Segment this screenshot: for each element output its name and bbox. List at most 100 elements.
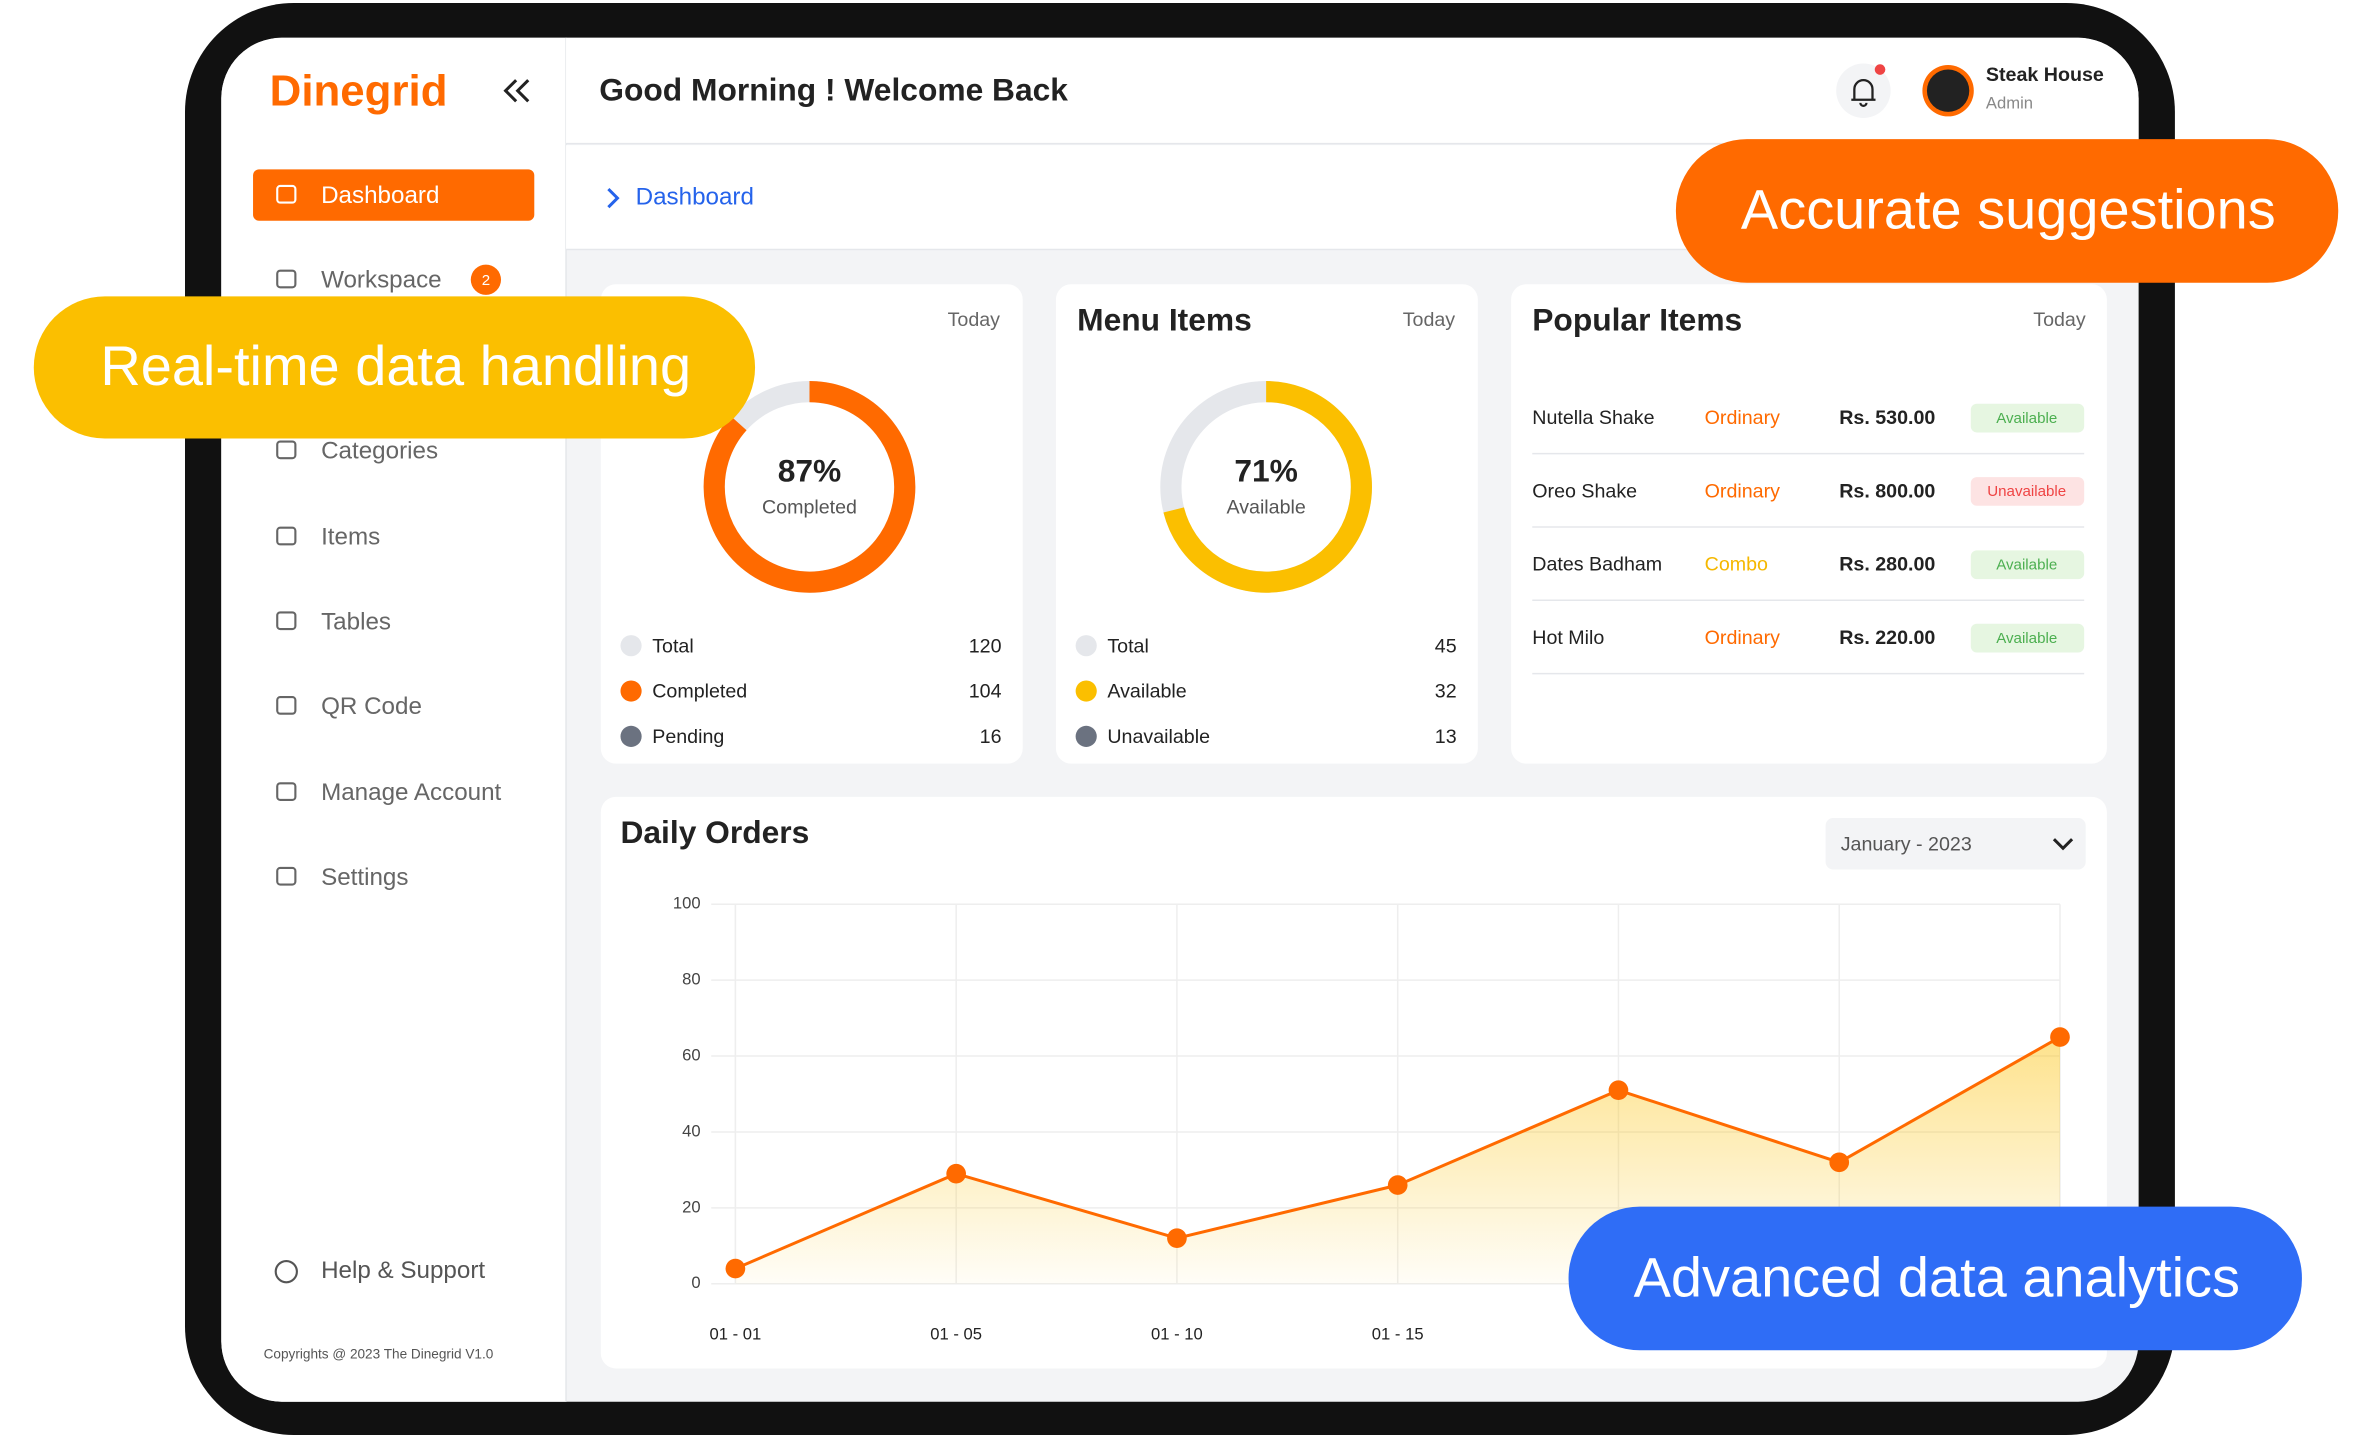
item-status: Available [1996, 410, 2057, 427]
callouts: Real-time data handling Accurate suggesti… [33, 139, 2339, 1351]
period-label: January - 2023 [1841, 833, 1972, 855]
y-tick-label: 20 [682, 1197, 701, 1216]
item-name: Dates Badham [1532, 554, 1662, 576]
card [1055, 284, 1478, 764]
point [725, 1258, 746, 1279]
card-title: Menu Items [1077, 301, 1252, 337]
donut-center-caption: Available [1226, 496, 1305, 518]
y-tick-label: 100 [673, 894, 701, 913]
item-type: Ordinary [1705, 407, 1780, 429]
legend-value: 45 [1435, 635, 1457, 657]
brand-logo: Dinegrid [270, 66, 448, 115]
donut-arc [1163, 381, 1372, 593]
menu-item[interactable]: QR Code [321, 693, 422, 720]
avatar [1926, 69, 1970, 112]
legend-dot [620, 635, 642, 657]
user-role: Admin [1986, 94, 2033, 113]
point [946, 1163, 966, 1184]
menu-active-bg [253, 169, 535, 221]
legend-value: 32 [1435, 681, 1457, 703]
item-type: Ordinary [1705, 627, 1780, 649]
breadcrumb-chevron [607, 187, 620, 209]
item-status: Available [1996, 630, 2057, 647]
y-tick-label: 40 [682, 1121, 701, 1140]
y-tick-label: 80 [682, 970, 701, 989]
card-period: Today [1403, 309, 1456, 331]
legend-label: Total [652, 635, 694, 657]
legend-label: Completed [652, 681, 747, 703]
item-name: Nutella Shake [1532, 407, 1654, 429]
breadcrumb[interactable]: Dashboard [636, 183, 754, 210]
y-tick-label: 0 [691, 1273, 700, 1292]
legend-label: Total [1107, 635, 1149, 657]
item-price: Rs. 800.00 [1839, 480, 1935, 502]
collapse-icon[interactable] [503, 79, 530, 103]
point [1167, 1228, 1187, 1249]
legend-dot [1075, 725, 1097, 747]
top-bar [566, 37, 2139, 144]
status-pill [1970, 623, 2085, 653]
item-status: Unavailable [1987, 483, 2066, 500]
greeting: Good Morning ! Welcome Back [599, 72, 1068, 108]
status-pill [1970, 403, 2085, 433]
menu-item[interactable]: Manage Account [321, 779, 501, 806]
donut-arc [703, 381, 916, 593]
card-title: Popular Items [1532, 301, 1742, 337]
card [1511, 284, 2107, 764]
menu-icon [276, 866, 297, 886]
donut-center-caption: Completed [762, 496, 857, 518]
help-link[interactable]: Help & Support [321, 1257, 485, 1284]
x-tick-label: 01 - 10 [1151, 1325, 1203, 1344]
dropdown-chevron [2052, 838, 2074, 851]
menu-icon [276, 184, 297, 204]
menu-item[interactable]: Categories [321, 438, 438, 465]
menu-icon [276, 440, 297, 460]
notification-dot [1874, 64, 1886, 75]
card-title: Daily Orders [620, 814, 809, 850]
menu-icon [276, 611, 297, 631]
help-icon [274, 1260, 298, 1284]
legend-value: 104 [969, 681, 1002, 703]
legend-dot [620, 680, 642, 702]
y-tick-label: 60 [682, 1045, 701, 1064]
callout-text: Accurate suggestions [1741, 178, 2276, 241]
item-type: Ordinary [1705, 480, 1780, 502]
period-select[interactable] [1825, 818, 2086, 870]
callout-bubble [1568, 1206, 2302, 1351]
badge-count: 2 [482, 272, 490, 289]
legend-value: 16 [980, 726, 1002, 748]
legend-value: 120 [969, 635, 1002, 657]
callout-text: Advanced data analytics [1634, 1245, 2240, 1308]
item-price: Rs. 280.00 [1839, 554, 1935, 576]
item-name: Hot Milo [1532, 627, 1604, 649]
menu-item[interactable]: Workspace [321, 267, 442, 294]
item-status: Available [1996, 557, 2057, 574]
item-type: Combo [1705, 554, 1768, 576]
menu-item[interactable]: Tables [321, 608, 391, 635]
card-period: Today [948, 309, 1001, 331]
status-pill [1970, 477, 2085, 506]
menu-icon [276, 696, 297, 715]
x-tick-label: 01 - 15 [1372, 1325, 1424, 1344]
legend-value: 13 [1435, 726, 1457, 748]
menu-item[interactable]: Settings [321, 864, 408, 891]
bell-icon [1851, 79, 1876, 107]
menu-icon [276, 782, 297, 801]
legend-dot [1075, 680, 1097, 702]
menu-icon [276, 269, 297, 289]
card-period: Today [2033, 309, 2086, 331]
menu-item[interactable]: Items [321, 524, 380, 551]
legend-dot [620, 725, 642, 747]
x-tick-label: 01 - 01 [710, 1325, 762, 1344]
legend-label: Pending [652, 726, 724, 748]
callout-bubble [1675, 139, 2339, 283]
menu-item[interactable]: Dashboard [321, 182, 439, 209]
callout-bubble [33, 296, 756, 439]
item-name: Oreo Shake [1532, 480, 1637, 502]
donut-center-value: 71% [1234, 453, 1298, 489]
callout-text: Real-time data handling [100, 334, 691, 397]
bell-button[interactable] [1836, 63, 1891, 118]
